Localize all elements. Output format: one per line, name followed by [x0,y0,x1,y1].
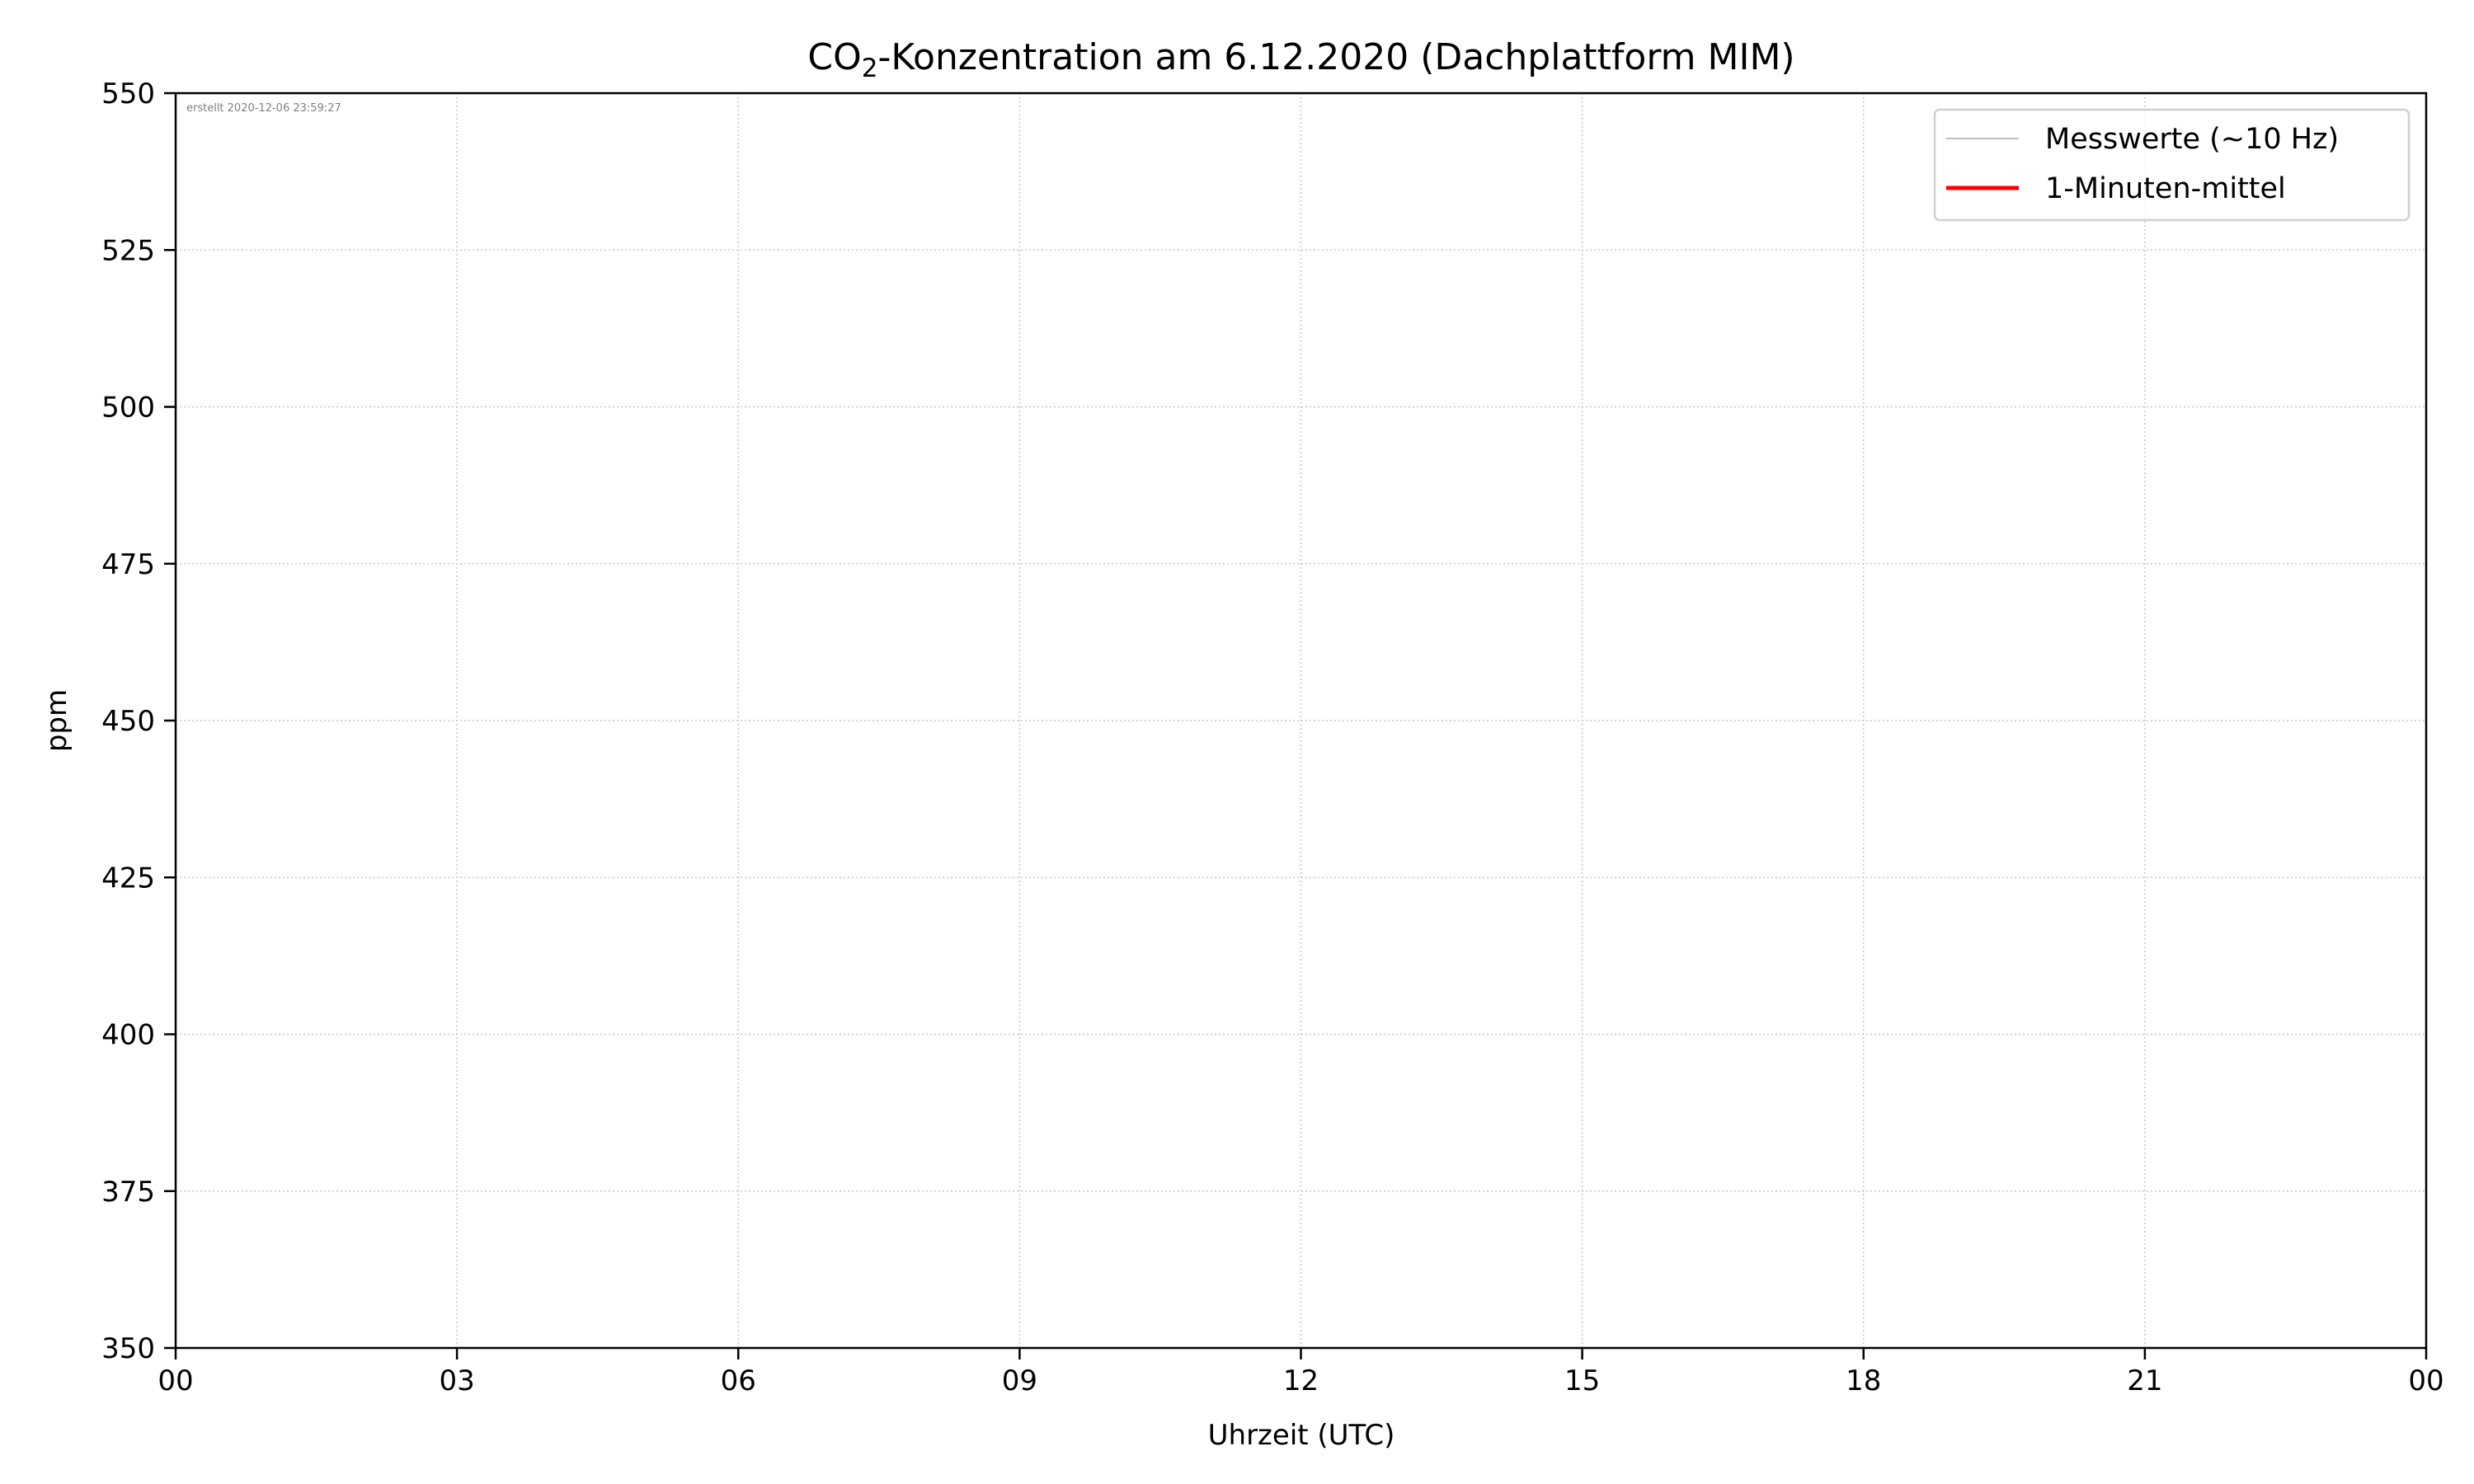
legend-box [1933,108,2411,222]
x-tick-label: 21 [2127,1364,2162,1397]
x-tick-label: 09 [1002,1364,1037,1397]
y-tick-label: 450 [101,705,155,738]
y-tick-label: 425 [101,862,155,895]
plot-area-frame [174,92,2428,1350]
grid-lines [175,92,2427,1349]
x-tick-label: 03 [439,1364,474,1397]
x-tick-label: 06 [721,1364,756,1397]
x-tick-label: 00 [2408,1364,2443,1397]
x-tick-label: 15 [1564,1364,1600,1397]
y-tick-label: 400 [101,1019,155,1052]
y-axis-label: ppm [40,689,73,752]
y-tick-label: 475 [101,548,155,581]
legend-label-measurements: Messwerte (~10 Hz) [2045,123,2339,156]
x-tick-label: 12 [1283,1364,1319,1397]
y-tick-label: 550 [101,77,155,110]
axis-ticks: 00 03 06 09 12 15 18 21 003503754004254504755005… [101,77,2444,1397]
y-tick-label: 350 [101,1332,155,1365]
x-axis-label: Uhrzeit (UTC) [1208,1419,1395,1452]
chart-title: CO2-Konzentration am 6.12.2020 (Dachplat… [807,36,1794,83]
x-tick-label: 18 [1846,1364,1881,1397]
y-tick-label: 500 [101,392,155,425]
legend-label-minute-mean: 1-Minuten-mittel [2045,172,2286,205]
y-tick-label: 525 [101,234,155,267]
creation-timestamp: erstellt 2020-12-06 23:59:27 [186,102,341,115]
legend: Messwerte (~10 Hz) 1-Minuten-mittel [1933,108,2411,222]
x-tick-label: 00 [158,1364,193,1397]
y-tick-label: 375 [101,1176,155,1209]
